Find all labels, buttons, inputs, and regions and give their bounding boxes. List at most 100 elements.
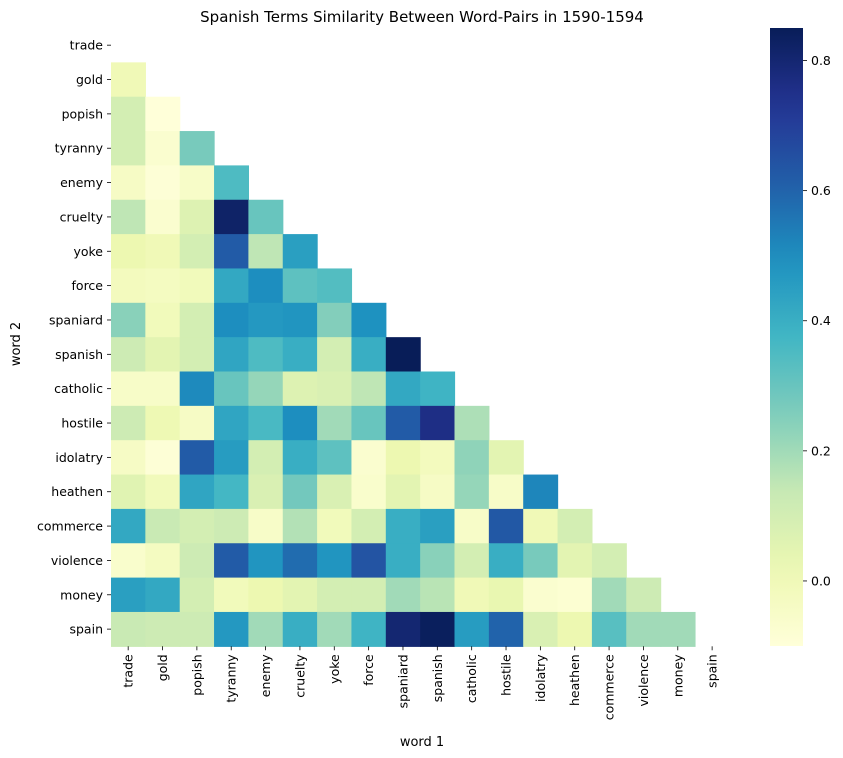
heatmap-cell-money-heathen — [557, 577, 593, 613]
heatmap-cell-force-yoke — [317, 268, 353, 304]
x-tick-label-spain: spain — [705, 654, 720, 688]
heatmap-cell-force-cruelty — [282, 268, 318, 304]
heatmap-cell-violence-popish — [179, 543, 215, 579]
y-tick-label-spain: spain — [69, 622, 103, 637]
y-tick-label-heathen: heathen — [51, 484, 103, 499]
y-tick-label-gold: gold — [76, 72, 103, 87]
y-tick-label-idolatry: idolatry — [55, 450, 103, 465]
heatmap-cell-force-enemy — [248, 268, 284, 304]
heatmap-cell-idolatry-hostile — [488, 440, 524, 476]
heatmap-cell-spain-money — [660, 611, 696, 647]
heatmap-cell-catholic-trade — [111, 371, 146, 407]
heatmap-cell-commerce-hostile — [488, 508, 524, 544]
heatmap-cell-violence-catholic — [454, 543, 490, 579]
heatmap-cell-commerce-force — [351, 508, 387, 544]
heatmap-cell-catholic-gold — [145, 371, 181, 407]
x-tick-label-trade: trade — [121, 654, 136, 688]
heatmap-cell-idolatry-gold — [145, 440, 181, 476]
y-tick-label-enemy: enemy — [60, 175, 103, 190]
heatmap-cell-heathen-yoke — [317, 474, 353, 510]
heatmap-cell-money-yoke — [317, 577, 353, 613]
heatmap-cell-spain-catholic — [454, 611, 490, 647]
heatmap-cell-violence-tyranny — [214, 543, 249, 579]
y-tick-label-tyranny: tyranny — [55, 141, 104, 156]
heatmap-cell-hostile-yoke — [317, 405, 353, 441]
heatmap-cell-tyranny-popish — [179, 131, 215, 166]
heatmap-cell-idolatry-cruelty — [282, 440, 318, 476]
heatmap-cell-yoke-popish — [179, 234, 215, 270]
heatmap-cell-idolatry-yoke — [317, 440, 353, 476]
heatmap-cell-yoke-gold — [145, 234, 181, 270]
heatmap-cell-spanish-enemy — [248, 337, 284, 373]
heatmap-cell-spanish-spaniard — [385, 337, 421, 373]
heatmap-cell-tyranny-gold — [145, 131, 181, 166]
heatmap-cell-money-idolatry — [523, 577, 559, 613]
heatmap-cells — [111, 62, 696, 647]
heatmap-cell-violence-spanish — [420, 543, 456, 579]
y-tick-label-violence: violence — [51, 553, 103, 568]
heatmap-cell-spain-enemy — [248, 611, 284, 647]
heatmap-cell-commerce-heathen — [557, 508, 593, 544]
heatmap-cell-spain-commerce — [591, 611, 627, 647]
heatmap-cell-hostile-gold — [145, 405, 181, 441]
heatmap-cell-violence-gold — [145, 543, 181, 579]
heatmap-cell-spanish-cruelty — [282, 337, 318, 373]
heatmap-cell-spain-spanish — [420, 611, 456, 647]
heatmap-cell-yoke-trade — [111, 234, 146, 270]
heatmap-cell-tyranny-trade — [111, 131, 146, 166]
heatmap-cell-cruelty-popish — [179, 199, 215, 235]
heatmap-cell-money-trade — [111, 577, 146, 613]
heatmap-cell-idolatry-force — [351, 440, 387, 476]
x-tick-labels: trade gold popish tyranny enemy cruelty yoke fo… — [121, 646, 720, 720]
heatmap-cell-spanish-gold — [145, 337, 181, 373]
heatmap-cell-spaniard-yoke — [317, 302, 353, 338]
heatmap-cell-money-force — [351, 577, 387, 613]
heatmap-cell-force-trade — [111, 268, 146, 304]
heatmap-cell-heathen-force — [351, 474, 387, 510]
heatmap-cell-violence-yoke — [317, 543, 353, 579]
colorbar-ticks: 0.8 0.6 0.4 0.2 0.0 — [803, 53, 831, 588]
heatmap-cell-spain-cruelty — [282, 611, 318, 647]
y-tick-label-commerce: commerce — [37, 519, 103, 534]
heatmap-cell-violence-spaniard — [385, 543, 421, 579]
heatmap-cell-spain-violence — [626, 611, 662, 647]
heatmap-cell-commerce-tyranny — [214, 508, 249, 544]
heatmap-cell-violence-hostile — [488, 543, 524, 579]
y-tick-label-force: force — [72, 278, 104, 293]
heatmap-cell-commerce-catholic — [454, 508, 490, 544]
y-tick-labels: trade gold popish tyranny enemy cruelty yoke fo… — [37, 38, 111, 637]
heatmap-cell-spanish-trade — [111, 337, 146, 373]
heatmap-cell-cruelty-tyranny — [214, 199, 249, 235]
heatmap-cell-hostile-spaniard — [385, 405, 421, 441]
heatmap-cell-idolatry-trade — [111, 440, 146, 476]
heatmap-cell-idolatry-popish — [179, 440, 215, 476]
heatmap-cell-money-spanish — [420, 577, 456, 613]
heatmap-cell-yoke-tyranny — [214, 234, 249, 270]
heatmap-cell-heathen-gold — [145, 474, 181, 510]
heatmap-cell-commerce-idolatry — [523, 508, 559, 544]
heatmap-cell-force-tyranny — [214, 268, 249, 304]
heatmap-cell-heathen-idolatry — [523, 474, 559, 510]
heatmap-cell-hostile-trade — [111, 405, 146, 441]
heatmap-cell-popish-trade — [111, 96, 146, 132]
heatmap-cell-spaniard-cruelty — [282, 302, 318, 338]
heatmap-cell-commerce-trade — [111, 508, 146, 544]
heatmap-cell-spain-spaniard — [385, 611, 421, 647]
heatmap-cell-money-violence — [626, 577, 662, 613]
heatmap-cell-money-spaniard — [385, 577, 421, 613]
heatmap-cell-force-popish — [179, 268, 215, 304]
heatmap-cell-spanish-force — [351, 337, 387, 373]
heatmap-cell-violence-idolatry — [523, 543, 559, 579]
colorbar-tick-label: 0.0 — [811, 573, 831, 588]
x-tick-label-spanish: spanish — [430, 654, 445, 702]
heatmap-cell-hostile-popish — [179, 405, 215, 441]
heatmap-cell-idolatry-tyranny — [214, 440, 249, 476]
heatmap-cell-heathen-popish — [179, 474, 215, 510]
colorbar-tick-label: 0.8 — [811, 53, 831, 68]
heatmap-cell-money-hostile — [488, 577, 524, 613]
heatmap-cell-commerce-yoke — [317, 508, 353, 544]
x-tick-label-heathen: heathen — [567, 654, 582, 706]
heatmap-cell-spanish-popish — [179, 337, 215, 373]
y-tick-label-money: money — [60, 587, 103, 602]
heatmap-cell-force-gold — [145, 268, 181, 304]
